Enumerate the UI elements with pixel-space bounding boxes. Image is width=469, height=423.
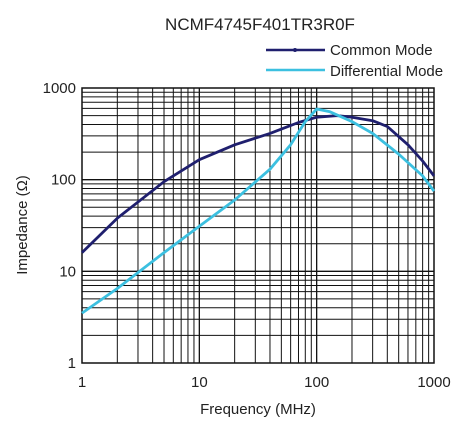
x-tick-label: 1 bbox=[78, 374, 86, 391]
y-tick-label: 100 bbox=[51, 172, 76, 189]
y-tick-label: 1000 bbox=[43, 80, 76, 97]
legend: Common Mode Differential Mode bbox=[266, 42, 443, 80]
x-tick-label: 10 bbox=[191, 374, 208, 391]
y-tick-label: 10 bbox=[59, 263, 76, 280]
x-axis-label: Frequency (MHz) bbox=[200, 401, 316, 418]
legend-label-common-mode: Common Mode bbox=[330, 42, 433, 59]
series-line-common-mode bbox=[81, 114, 436, 254]
y-axis-ticks: 1 10 100 1000 bbox=[43, 80, 76, 372]
plot-frame bbox=[81, 87, 435, 364]
x-tick-label: 1000 bbox=[417, 374, 450, 391]
plot-series bbox=[81, 107, 436, 315]
y-axis-label: Impedance (Ω) bbox=[14, 175, 31, 275]
chart-title: NCMF4745F401TR3R0F bbox=[165, 15, 355, 34]
legend-marker-common-mode bbox=[293, 48, 297, 52]
legend-label-differential-mode: Differential Mode bbox=[330, 63, 443, 80]
x-axis-ticks: 1 10 100 1000 bbox=[78, 374, 451, 391]
series-line-differential-mode bbox=[81, 107, 436, 315]
y-tick-label: 1 bbox=[68, 355, 76, 372]
x-tick-label: 100 bbox=[304, 374, 329, 391]
plot-grid bbox=[82, 88, 434, 363]
